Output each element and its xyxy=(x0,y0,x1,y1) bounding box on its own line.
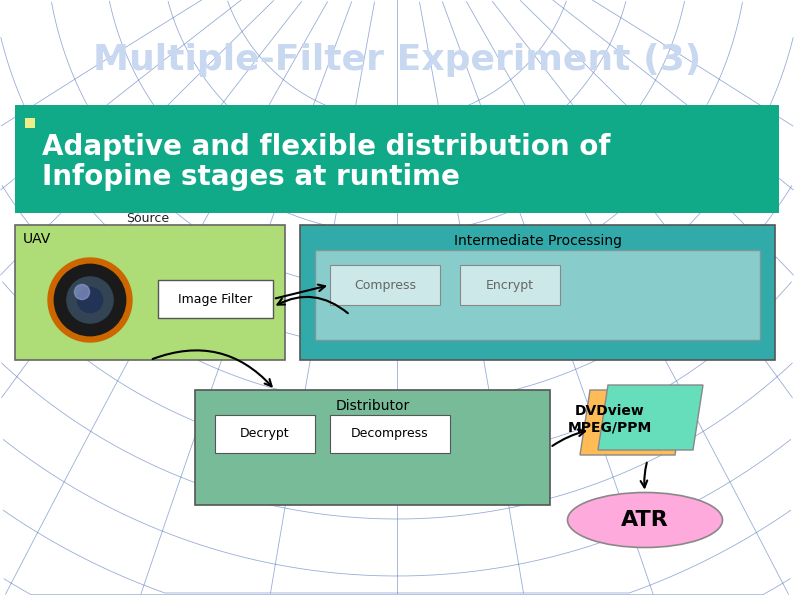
Circle shape xyxy=(77,287,102,312)
Text: Decrypt: Decrypt xyxy=(241,427,290,440)
Bar xyxy=(215,415,315,453)
Bar xyxy=(300,225,775,360)
Bar xyxy=(15,105,779,213)
Text: Source: Source xyxy=(126,212,170,226)
Bar xyxy=(330,265,440,305)
Circle shape xyxy=(54,264,125,336)
Bar xyxy=(195,390,550,505)
Text: Encrypt: Encrypt xyxy=(486,278,534,292)
Text: Intermediate Processing: Intermediate Processing xyxy=(453,234,622,248)
Text: Multiple-Filter Experiment (3): Multiple-Filter Experiment (3) xyxy=(93,43,701,77)
Text: DVDview
MPEG/PPM: DVDview MPEG/PPM xyxy=(568,405,652,434)
Text: Adaptive and flexible distribution of: Adaptive and flexible distribution of xyxy=(42,133,611,161)
Ellipse shape xyxy=(568,493,723,547)
Bar xyxy=(315,250,760,340)
Bar xyxy=(158,280,273,318)
Circle shape xyxy=(48,258,132,342)
Bar xyxy=(460,265,560,305)
Polygon shape xyxy=(598,385,703,450)
Circle shape xyxy=(67,277,113,323)
Bar xyxy=(15,225,285,360)
Text: Infopine stages at runtime: Infopine stages at runtime xyxy=(42,163,460,191)
Bar xyxy=(25,118,35,128)
Text: Distributor: Distributor xyxy=(335,399,410,413)
Text: Compress: Compress xyxy=(354,278,416,292)
Polygon shape xyxy=(580,390,685,455)
Bar xyxy=(330,415,450,453)
Text: UAV: UAV xyxy=(23,232,52,246)
Text: Decompress: Decompress xyxy=(351,427,429,440)
Text: ATR: ATR xyxy=(621,510,669,530)
Circle shape xyxy=(75,284,90,299)
Text: Image Filter: Image Filter xyxy=(179,293,252,305)
